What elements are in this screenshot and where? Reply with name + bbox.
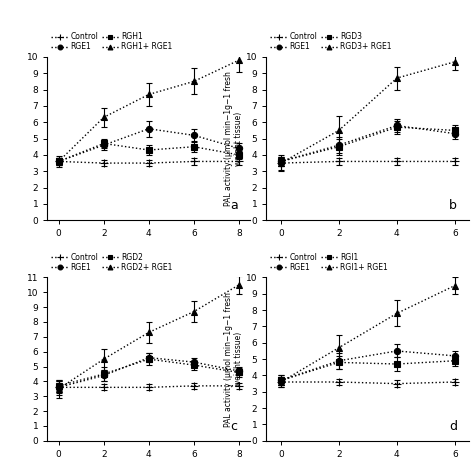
Legend: Control, RGE1, RGD3, RGD3+ RGE1: Control, RGE1, RGD3, RGD3+ RGE1 — [270, 32, 392, 51]
Text: b: b — [449, 199, 457, 212]
Text: c: c — [230, 419, 237, 433]
Y-axis label: PAL activity (μmol min−1g−1 fresh
weight tissue): PAL activity (μmol min−1g−1 fresh weight… — [224, 71, 243, 206]
Legend: Control, RGE1, RGD2, RGD2+ RGE1: Control, RGE1, RGD2, RGD2+ RGE1 — [51, 253, 173, 272]
Legend: Control, RGE1, RGH1, RGH1+ RGE1: Control, RGE1, RGH1, RGH1+ RGE1 — [51, 32, 173, 51]
Text: d: d — [449, 419, 457, 433]
Legend: Control, RGE1, RGI1, RGI1+ RGE1: Control, RGE1, RGI1, RGI1+ RGE1 — [270, 253, 388, 272]
Y-axis label: PAL activity (μmol min−1g−1 fresh
weight tissue): PAL activity (μmol min−1g−1 fresh weight… — [224, 292, 243, 427]
Text: a: a — [230, 199, 237, 212]
